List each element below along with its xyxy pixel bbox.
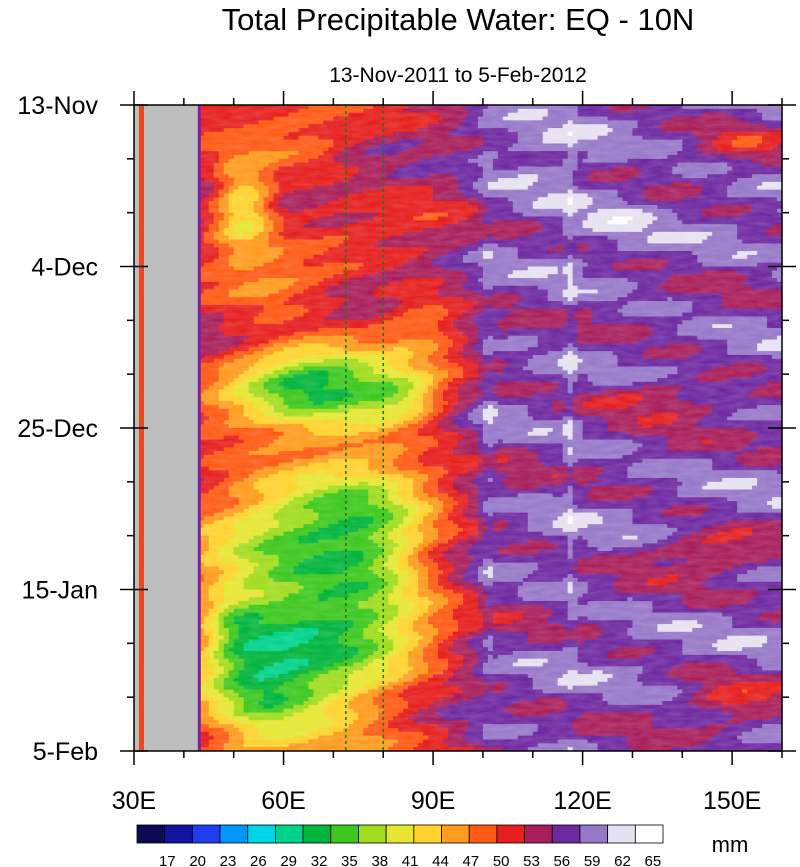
plot-area — [134, 105, 782, 751]
chart-title: Total Precipitable Water: EQ - 10N — [222, 2, 695, 37]
chart-subtitle: 13-Nov-2011 to 5-Feb-2012 — [329, 64, 587, 87]
